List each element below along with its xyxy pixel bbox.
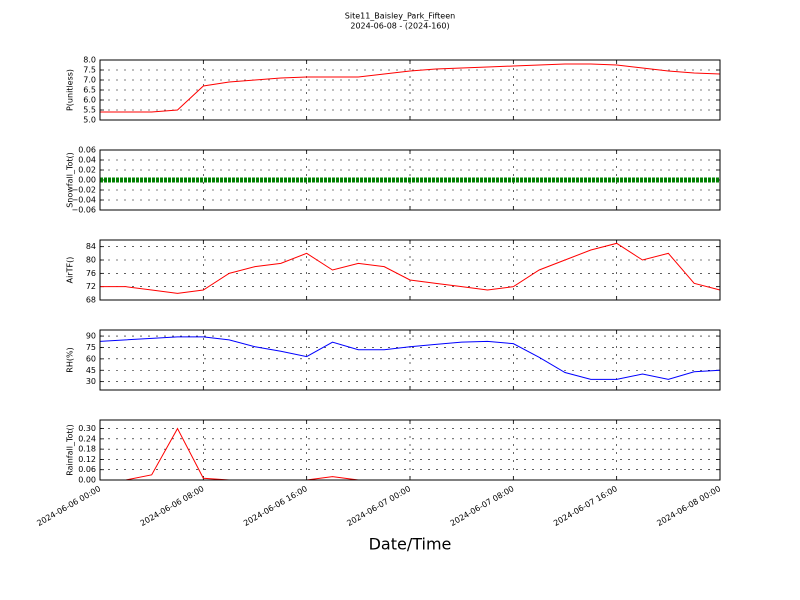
y-tick-label: 6.5 bbox=[83, 86, 96, 95]
x-tick-label: 2024-06-06 08:00 bbox=[139, 484, 206, 528]
y-tick-label: 68 bbox=[86, 296, 96, 305]
series-line bbox=[100, 63, 721, 113]
y-tick-label: 0.02 bbox=[78, 166, 96, 175]
y-tick-label: 0.30 bbox=[78, 424, 96, 433]
y-tick-label: 75 bbox=[86, 343, 96, 352]
y-tick-label: 90 bbox=[86, 332, 96, 341]
y-tick-label: 60 bbox=[86, 354, 96, 363]
y-tick-label: 5.0 bbox=[83, 116, 96, 125]
y-tick-label: 0.06 bbox=[78, 146, 96, 155]
x-tick-label: 2024-06-07 00:00 bbox=[345, 484, 412, 528]
y-tick-label: 8.0 bbox=[83, 56, 96, 65]
plot-frame bbox=[99, 239, 721, 301]
y-tick-label: 7.0 bbox=[83, 76, 96, 85]
plot-frame bbox=[99, 59, 721, 121]
x-tick-label: 2024-06-08 00:00 bbox=[655, 484, 722, 528]
plot-frame bbox=[99, 329, 721, 391]
y-axis-label: RH(%) bbox=[66, 347, 75, 372]
y-tick-label: 0.06 bbox=[78, 465, 96, 474]
x-axis-label: Date/Time bbox=[369, 535, 452, 554]
y-tick-label: 80 bbox=[86, 256, 96, 265]
y-axis-label: AirTF() bbox=[66, 257, 75, 284]
y-axis-label: P(unitless) bbox=[66, 69, 75, 111]
chart-title: Site11_Baisley_Park_Fifteen bbox=[345, 12, 455, 21]
x-tick-label: 2024-06-07 16:00 bbox=[552, 484, 619, 528]
y-tick-label: −0.02 bbox=[71, 186, 96, 195]
x-tick-label: 2024-06-07 08:00 bbox=[449, 484, 516, 528]
y-tick-label: 0.00 bbox=[78, 176, 96, 185]
y-tick-label: 45 bbox=[86, 366, 96, 375]
series-line bbox=[100, 242, 721, 294]
chart-subtitle: 2024-06-08 - (2024-160) bbox=[350, 22, 449, 31]
y-tick-label: −0.06 bbox=[71, 206, 96, 215]
y-tick-label: 0.12 bbox=[78, 455, 96, 464]
y-tick-label: 0.24 bbox=[78, 434, 96, 443]
y-tick-label: 30 bbox=[86, 377, 96, 386]
plot-frame bbox=[99, 419, 721, 481]
y-tick-label: 0.04 bbox=[78, 156, 96, 165]
y-tick-label: 72 bbox=[86, 282, 96, 291]
x-tick-label: 2024-06-06 00:00 bbox=[35, 484, 102, 528]
y-tick-label: 84 bbox=[86, 242, 96, 251]
y-axis-label: Snowfall_Tot() bbox=[66, 152, 75, 208]
plot-frame bbox=[99, 149, 721, 211]
y-tick-label: 6.0 bbox=[83, 96, 96, 105]
y-tick-label: 0.18 bbox=[78, 445, 96, 454]
y-tick-label: 5.5 bbox=[83, 106, 96, 115]
series-line bbox=[99, 336, 721, 380]
y-tick-label: 7.5 bbox=[83, 66, 96, 75]
x-tick-label: 2024-06-06 16:00 bbox=[242, 484, 309, 528]
y-tick-label: 0.00 bbox=[78, 476, 96, 485]
y-tick-label: −0.04 bbox=[71, 196, 96, 205]
y-axis-label: Rainfall_Tot() bbox=[66, 424, 75, 476]
y-tick-label: 76 bbox=[86, 269, 96, 278]
